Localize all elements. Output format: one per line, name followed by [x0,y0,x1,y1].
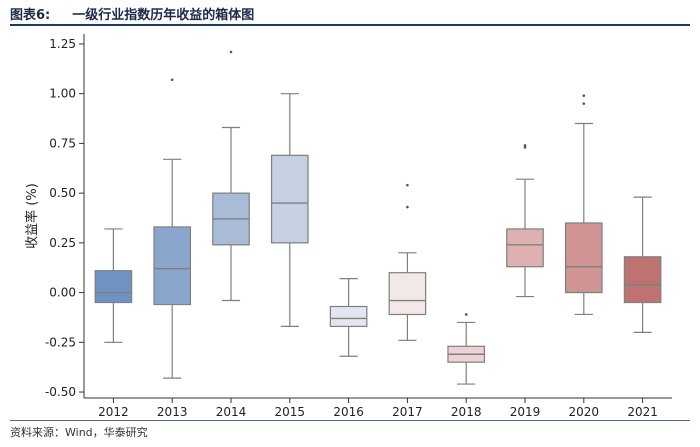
box-body [270,154,309,244]
y-tick-label: 0.50 [49,186,76,200]
figure-title-text: 一级行业指数历年收益的箱体图 [72,8,255,23]
x-tick-label: 2018 [451,405,482,419]
x-tick-label: 2021 [627,405,658,419]
y-tick-label: 0.75 [49,136,76,150]
x-axis-ticks: 2012 2013 2014 2015 2016 2017 2018 2019 2020 2021 [98,398,658,419]
box-body [94,270,133,304]
x-tick-label: 2015 [275,405,306,419]
box-body [506,228,544,268]
outlier-point [582,94,586,97]
box-2015 [270,93,309,327]
source-note: 资料来源：Wind，华泰研究 [10,426,148,439]
outlier-point [582,102,586,105]
y-tick-label: -0.25 [45,335,76,349]
y-axis-ticks: -0.50 -0.25 0.00 0.25 0.50 0.75 1.00 1.25 [45,37,84,399]
box-2021 [623,196,662,333]
box-2014 [212,50,250,302]
title-rule [10,24,690,26]
outlier-point [170,78,174,82]
box-body [623,256,662,304]
outlier-point [229,50,233,54]
box-body [153,226,192,306]
box-series [94,50,662,385]
x-tick-label: 2019 [510,405,541,419]
chart-axes [83,34,672,399]
y-tick-label: 1.25 [49,37,76,51]
y-tick-label: 1.00 [49,87,76,101]
x-tick-label: 2020 [569,405,600,419]
box-2020 [564,94,603,316]
figure-number: 图表6: [10,8,51,23]
x-tick-label: 2017 [392,405,423,419]
outlier-point [406,205,409,209]
outlier-point [464,313,468,316]
box-2017 [388,183,427,341]
box-2018 [447,313,486,385]
y-axis-label: 收益率 (%) [24,183,40,249]
box-body [564,222,603,294]
figure-title: 图表6: 一级行业指数历年收益的箱体图 [10,4,254,23]
y-tick-label: 0.00 [49,286,76,300]
y-tick-label: 0.25 [49,236,76,250]
box-2013 [153,78,192,379]
x-tick-label: 2012 [98,405,129,419]
outlier-point [523,146,527,149]
box-2019 [506,144,544,298]
x-tick-label: 2016 [333,405,364,419]
x-tick-label: 2014 [216,405,247,419]
source-rule [10,420,690,421]
y-tick-label: -0.50 [45,385,76,399]
x-tick-label: 2013 [157,405,188,419]
outlier-point [406,183,409,187]
outlier-point [523,144,527,147]
box-2012 [94,228,133,343]
box-2016 [329,278,368,357]
box-body [329,305,368,327]
box-body [388,272,427,316]
